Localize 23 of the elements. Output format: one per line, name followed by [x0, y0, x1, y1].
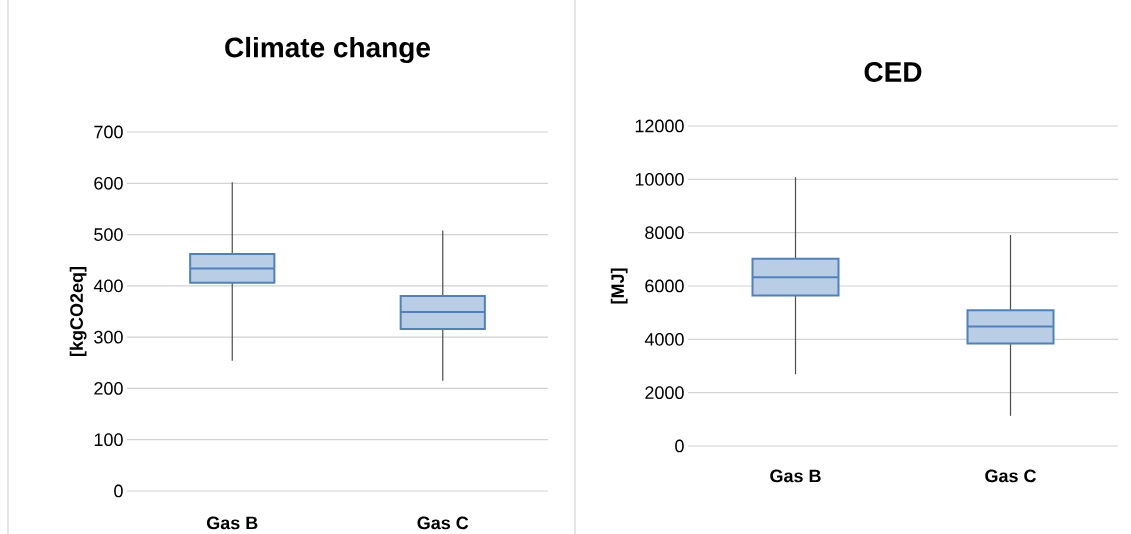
y-tick-label: 500	[94, 228, 123, 241]
y-tick-label: 12000	[635, 119, 684, 133]
x-tick-label: Gas B	[206, 516, 258, 530]
y-tick-label: 4000	[644, 332, 684, 346]
y-tick-label: 700	[94, 125, 123, 139]
x-tick-label: Gas C	[417, 516, 469, 530]
y-tick-label: 8000	[645, 226, 684, 240]
y-tick-label: 100	[94, 433, 123, 447]
y-tick-label: 0	[114, 484, 123, 498]
y-tick-label: 10000	[635, 172, 684, 186]
y-axis-title: [kgCO2eq]	[69, 266, 87, 356]
y-tick-label: 200	[94, 382, 123, 395]
y-tick-label: 6000	[645, 279, 684, 293]
y-tick-label: 300	[94, 330, 123, 344]
y-tick-label: 400	[93, 279, 123, 293]
y-axis-title: [MJ]	[610, 268, 628, 304]
chart-title: CED	[864, 62, 922, 82]
chart-title: Climate change	[225, 36, 430, 64]
y-tick-label: 600	[94, 176, 123, 190]
y-tick-label: 0	[675, 439, 684, 453]
y-tick-label: 2000	[645, 386, 684, 400]
x-tick-label: Gas B	[770, 469, 821, 483]
x-tick-label: Gas C	[985, 469, 1037, 483]
